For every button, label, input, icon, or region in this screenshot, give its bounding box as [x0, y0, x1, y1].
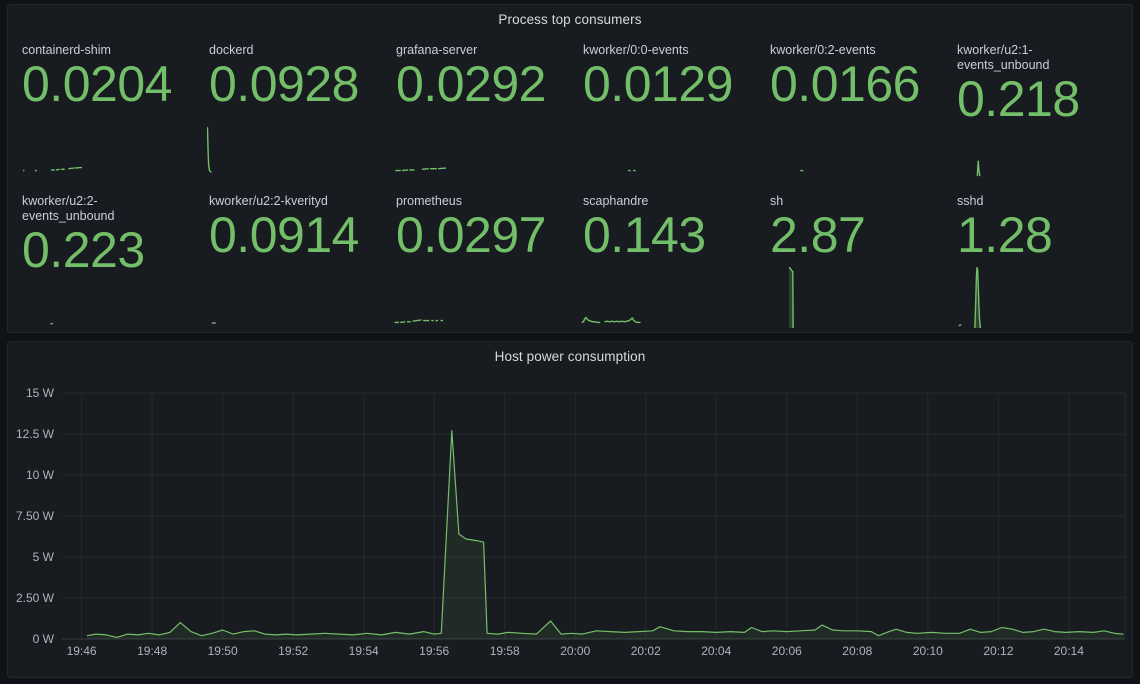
sparkline-path	[56, 169, 60, 170]
stat-value: 0.0297	[396, 206, 546, 263]
y-axis-tick-label: 15 W	[26, 386, 55, 400]
stat-sparkline	[394, 266, 456, 328]
sparkline-path	[605, 318, 641, 322]
panel-process-top-consumers: Process top consumers containerd-shim 0.…	[7, 4, 1133, 333]
stat-sparkline	[20, 266, 82, 328]
stat-sh: sh 2.87	[762, 186, 939, 331]
x-axis-tick-label: 19:46	[67, 644, 97, 658]
sparkline-path	[68, 168, 74, 169]
stat-label: kworker/u2:2-events_unbound	[22, 193, 115, 223]
stat-sparkline	[207, 116, 269, 178]
stat-sparkline	[768, 116, 830, 178]
stat-label: dockerd	[209, 43, 254, 57]
y-axis-tick-label: 5 W	[33, 550, 55, 564]
stat-sparkline	[581, 116, 643, 178]
stat-sparkline	[955, 266, 1017, 328]
x-axis-tick-label: 19:50	[208, 644, 238, 658]
panel-title[interactable]: Process top consumers	[498, 12, 642, 27]
stat-label: kworker/u2:2-kverityd	[209, 193, 328, 208]
stat-value: 0.0292	[396, 56, 546, 112]
stat-scaphandre: scaphandre 0.143	[575, 186, 752, 331]
power-series-area	[86, 430, 1124, 639]
sparkline-path	[582, 317, 601, 322]
sparkline-path	[959, 325, 961, 326]
y-axis-tick-label: 7.50 W	[16, 509, 55, 523]
stat-label: kworker/0:2-events	[770, 43, 876, 57]
stat-sparkline	[581, 266, 643, 328]
y-axis-tick-label: 2.50 W	[16, 591, 55, 605]
panel-title[interactable]: Host power consumption	[494, 349, 646, 364]
stat-kworker-0-2-events: kworker/0:2-events 0.0166	[762, 35, 939, 180]
panel-host-power-consumption: Host power consumption 0 W 2.50 W 5 W 7.50 …	[7, 341, 1133, 678]
stat-kworker-0-0-events: kworker/0:0-events 0.0129	[575, 35, 752, 180]
stat-sparkline	[20, 116, 82, 178]
stat-value: 0.0204	[22, 56, 172, 112]
stat-prometheus: prometheus 0.0297	[388, 186, 565, 331]
y-axis-tick-label: 12.5 W	[16, 427, 55, 441]
stat-kworker-u2-1-events-unbound: kworker/u2:1-events_unbound 0.218	[949, 35, 1126, 180]
stat-value: 0.0129	[583, 56, 733, 112]
x-axis-tick-label: 20:08	[842, 644, 872, 658]
sparkline-path	[977, 160, 979, 176]
stats-grid: containerd-shim 0.0204 dockerd 0.0928 gr…	[14, 35, 1126, 330]
stat-value: 2.87	[770, 206, 866, 263]
stat-value: 0.0166	[770, 56, 920, 112]
stat-value: 0.223	[22, 221, 145, 278]
stat-sshd: sshd 1.28	[949, 186, 1126, 331]
stat-sparkline	[394, 116, 456, 178]
x-axis-tick-label: 19:56	[419, 644, 449, 658]
stat-label: kworker/0:0-events	[583, 43, 689, 57]
stat-kworker-u2-2-kverityd: kworker/u2:2-kverityd 0.0914	[201, 186, 378, 331]
sparkline-path	[207, 127, 211, 172]
stat-value: 0.0928	[209, 56, 359, 112]
sparkline-fill	[789, 267, 794, 328]
stat-label: grafana-server	[396, 43, 478, 57]
sparkline-path	[413, 320, 422, 321]
stat-containerd-shim: containerd-shim 0.0204	[14, 35, 191, 180]
x-axis-tick-label: 20:10	[913, 644, 943, 658]
stat-sparkline	[207, 266, 269, 328]
x-axis-tick-label: 20:14	[1054, 644, 1084, 658]
stat-label: kworker/u2:1-events_unbound	[957, 43, 1050, 72]
sparkline-path	[402, 169, 408, 170]
x-axis-tick-label: 19:48	[137, 644, 167, 658]
stat-kworker-u2-2-events-unbound: kworker/u2:2-events_unbound 0.223	[14, 186, 191, 331]
y-axis-tick-label: 10 W	[26, 468, 55, 482]
stat-value: 0.143	[583, 206, 706, 263]
x-axis-tick-label: 20:04	[701, 644, 731, 658]
x-axis-tick-label: 19:58	[490, 644, 520, 658]
stat-label: containerd-shim	[22, 43, 111, 57]
x-axis-tick-label: 20:02	[631, 644, 661, 658]
y-axis-tick-label: 0 W	[33, 632, 55, 646]
sparkline-path	[422, 168, 429, 169]
stat-label: scaphandre	[583, 193, 649, 208]
sparkline-path	[438, 168, 446, 169]
x-axis-tick-label: 19:52	[278, 644, 308, 658]
x-axis-tick-label: 20:00	[560, 644, 590, 658]
power-series-line	[86, 430, 1124, 638]
x-axis-tick-label: 20:06	[772, 644, 802, 658]
stat-grafana-server: grafana-server 0.0292	[388, 35, 565, 180]
x-axis-tick-label: 19:54	[349, 644, 379, 658]
stat-label: prometheus	[396, 193, 463, 208]
power-consumption-chart[interactable]: 0 W 2.50 W 5 W 7.50 W 10 W 12.5 W 15 W 19:46 19:…	[8, 342, 1132, 677]
stat-value: 0.0914	[209, 206, 359, 263]
x-axis-tick-label: 20:12	[983, 644, 1013, 658]
stat-label: sh	[770, 193, 784, 208]
sparkline-path	[975, 267, 981, 328]
stat-label: sshd	[957, 193, 984, 208]
stat-value: 0.218	[957, 71, 1080, 127]
sparkline-path	[400, 322, 405, 323]
sparkline-path	[789, 267, 793, 328]
stat-value: 1.28	[957, 206, 1053, 263]
stat-dockerd: dockerd 0.0928	[201, 35, 378, 180]
stat-sparkline	[955, 116, 1017, 178]
sparkline-path	[75, 167, 82, 168]
stat-sparkline	[768, 266, 830, 328]
